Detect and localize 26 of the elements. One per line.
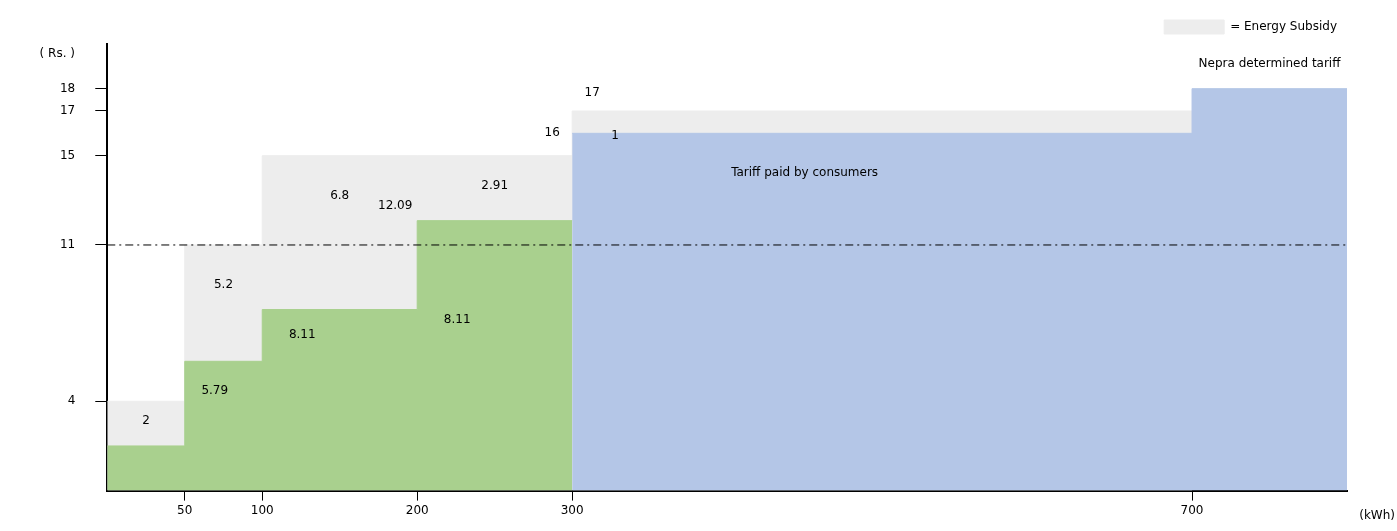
- annotation: Tariff paid by consumers: [730, 165, 879, 180]
- annotation: 5.2: [213, 277, 234, 292]
- y-tick-label: 17: [59, 103, 76, 118]
- annotation: Nepra determined tariff: [1198, 55, 1342, 70]
- annotation: 5.79: [201, 383, 229, 398]
- annotation: 8.11: [443, 311, 471, 326]
- x-tick-label: 50: [177, 502, 193, 517]
- y-tick-label: 11: [59, 237, 76, 252]
- legend-label: = Energy Subsidy: [1230, 19, 1337, 34]
- y-tick-label: 18: [59, 80, 76, 95]
- y-tick-label: 15: [59, 147, 76, 162]
- x-tick-label: 200: [405, 502, 429, 517]
- x-axis-title: (kWh): [1359, 507, 1395, 522]
- annotation: 6.8: [330, 187, 350, 202]
- annotation: 17: [584, 85, 600, 100]
- y-tick-label: 4: [67, 393, 76, 408]
- annotation: 16: [544, 125, 560, 140]
- y-axis-title: ( Rs. ): [39, 46, 75, 61]
- x-tick-label: 100: [250, 502, 274, 517]
- annotation: 1: [611, 128, 619, 143]
- annotation: 8.11: [288, 326, 316, 341]
- x-tick-label: 700: [1180, 502, 1204, 517]
- annotation: 2: [142, 413, 150, 428]
- annotation: 12.09: [378, 197, 413, 212]
- x-tick-label: 300: [560, 502, 584, 517]
- annotation: 2.91: [481, 177, 509, 192]
